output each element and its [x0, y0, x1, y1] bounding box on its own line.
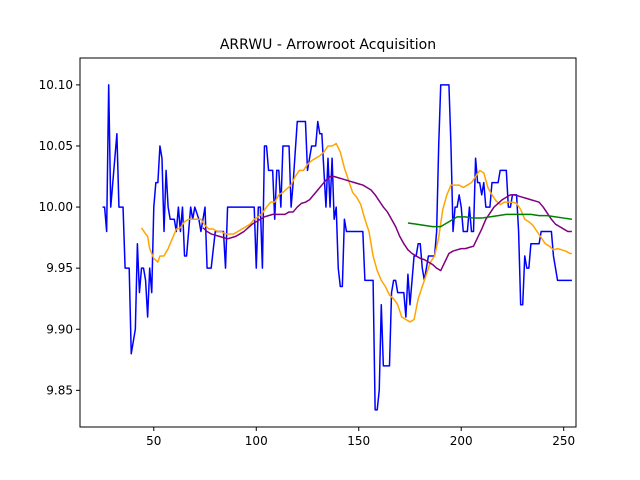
series-line-2 [140, 142, 572, 323]
x-tick-label: 250 [552, 434, 575, 448]
y-tick-label: 10.00 [39, 200, 73, 214]
y-tick-label: 9.90 [46, 322, 73, 336]
x-tick-label: 150 [347, 434, 370, 448]
plot-area [102, 84, 573, 411]
chart-title: ARRWU - Arrowroot Acquisition [220, 37, 436, 53]
series-line-3 [202, 175, 572, 272]
x-tick-label: 200 [450, 434, 473, 448]
x-axis: 50 100 150 200 250 [146, 427, 575, 448]
y-tick-label: 9.85 [46, 383, 73, 397]
series-line-1 [102, 84, 572, 411]
plot-frame [79, 57, 577, 428]
y-tick-label: 10.05 [39, 139, 73, 153]
x-tick-label: 100 [245, 434, 268, 448]
x-tick-label: 50 [146, 434, 161, 448]
y-axis: 9.85 9.90 9.95 10.00 10.05 10.10 [39, 78, 80, 397]
y-tick-label: 9.95 [46, 261, 73, 275]
series-line-4 [407, 213, 573, 228]
y-tick-label: 10.10 [39, 78, 73, 92]
